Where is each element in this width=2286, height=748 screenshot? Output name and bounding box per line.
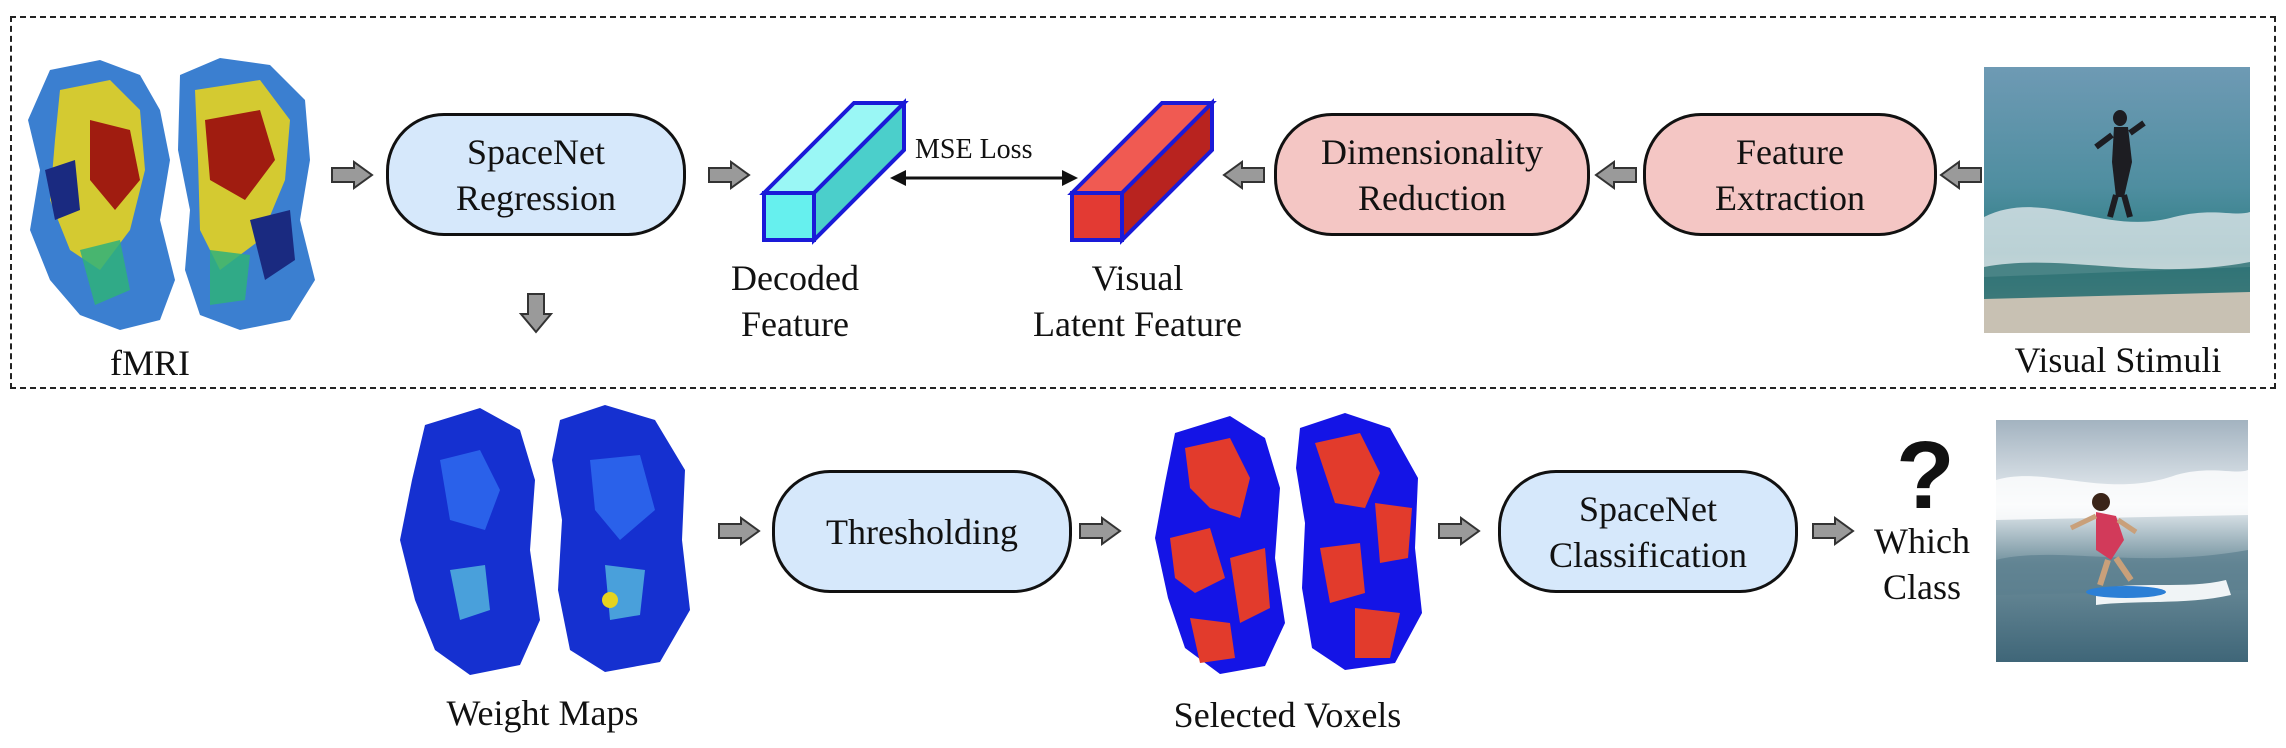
arrow-left-icon	[1594, 160, 1637, 190]
weight-maps-image	[400, 405, 690, 675]
arrow-left-icon	[1939, 160, 1982, 190]
feature-extraction-module: Feature Extraction	[1643, 113, 1937, 236]
arrow-right-icon	[1438, 516, 1481, 546]
arrow-right-icon	[708, 160, 751, 190]
fmri-flatmap-image	[28, 58, 315, 330]
mse-loss-label: MSE Loss	[915, 134, 1033, 165]
selected-voxels-label: Selected Voxels	[1173, 695, 1402, 735]
arrow-right-icon	[331, 160, 374, 190]
stage1-frame	[10, 16, 2276, 389]
arrow-left-icon	[1222, 160, 1265, 190]
which-class-label: Which Class	[1874, 521, 1970, 607]
arrow-down-icon	[518, 293, 554, 334]
arrow-right-icon	[718, 516, 761, 546]
fmri-label: fMRI	[110, 343, 190, 383]
weight-maps-label: Weight Maps	[446, 693, 639, 733]
latent-feature-cube	[1067, 98, 1217, 245]
decoded-feature-label: Decoded Feature	[731, 258, 859, 344]
question-mark-icon: ?	[1896, 422, 1955, 529]
visual-stimuli-photo	[1984, 67, 2250, 333]
visual-latent-feature-label: Visual Latent Feature	[1033, 258, 1242, 344]
visual-stimuli-label: Visual Stimuli	[2014, 340, 2222, 380]
dimensionality-reduction-module: Dimensionality Reduction	[1274, 113, 1590, 236]
arrow-right-icon	[1079, 516, 1122, 546]
decoded-feature-cube	[759, 98, 909, 245]
test-stimulus-photo	[1996, 420, 2248, 662]
arrow-right-icon	[1812, 516, 1855, 546]
spacenet-classification-module: SpaceNet Classification	[1498, 470, 1798, 593]
spacenet-regression-module: SpaceNet Regression	[386, 113, 686, 236]
selected-voxels-image	[1155, 413, 1422, 674]
thresholding-module: Thresholding	[772, 470, 1072, 593]
mse-double-arrow-icon	[890, 170, 1078, 186]
